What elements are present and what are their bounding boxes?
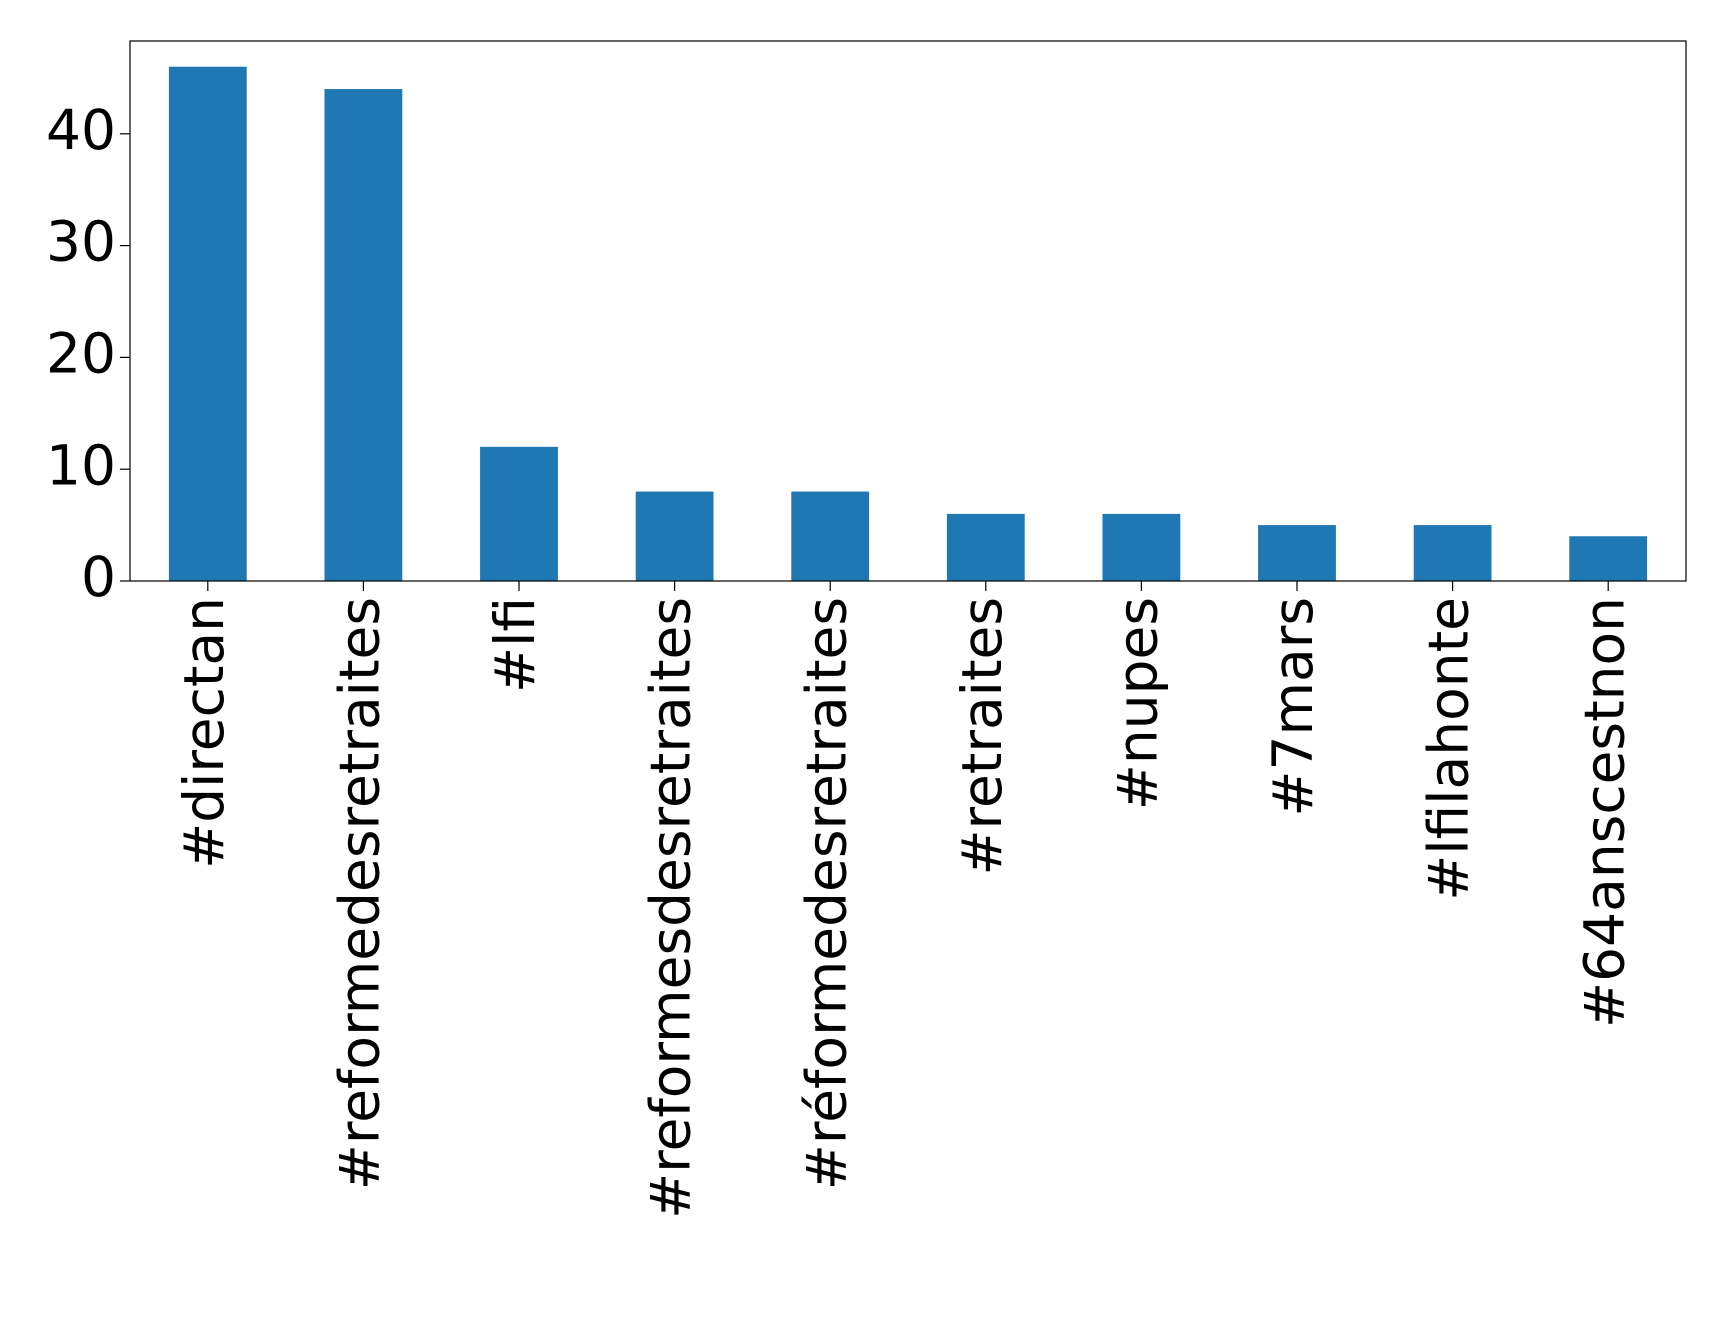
y-tick-label: 20	[46, 322, 116, 386]
bar	[635, 491, 714, 581]
x-tick-label: #7mars	[1261, 597, 1325, 817]
bar	[1258, 525, 1336, 581]
x-tick-label: #réformedesretraites	[794, 597, 858, 1190]
y-tick-label: 10	[46, 433, 116, 497]
x-tick-label: #reformedesretraites	[328, 597, 392, 1190]
bar	[791, 491, 870, 581]
bar	[1413, 525, 1492, 581]
plot-frame	[129, 40, 1687, 582]
bar	[946, 513, 1025, 581]
bar	[1569, 536, 1648, 581]
bar	[480, 446, 558, 581]
x-tick-label: #retraites	[950, 597, 1014, 876]
x-tick-label: #lfilahonte	[1417, 597, 1481, 901]
x-tick-label: #nupes	[1106, 597, 1170, 810]
x-tick-label: #lfi	[483, 597, 547, 693]
bar	[324, 89, 403, 582]
y-tick-label: 40	[46, 98, 116, 162]
x-tick-label: #64anscestnon	[1572, 597, 1636, 1028]
x-tick-label: #directan	[172, 597, 236, 869]
bar	[168, 66, 247, 581]
y-tick-label: 0	[81, 545, 116, 609]
x-tick-label: #reformesdesretraites	[639, 597, 703, 1219]
bar	[1102, 513, 1181, 581]
y-tick-label: 30	[46, 210, 116, 274]
